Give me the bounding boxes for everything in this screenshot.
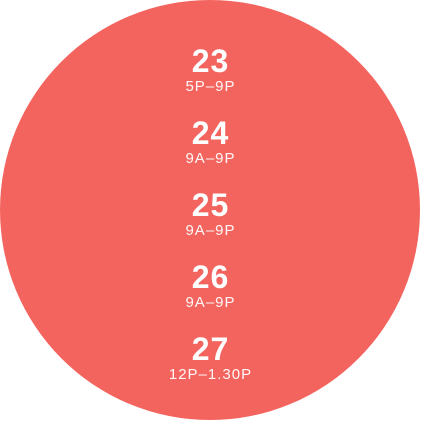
day-number: 23 bbox=[191, 43, 230, 79]
opening-hours: 9A–9P bbox=[185, 150, 236, 167]
schedule-entry: 27 12P–1.30P bbox=[169, 331, 252, 403]
opening-hours: 9A–9P bbox=[185, 222, 236, 239]
day-number: 24 bbox=[191, 115, 230, 151]
opening-hours: 12P–1.30P bbox=[168, 366, 253, 383]
day-number: 26 bbox=[191, 259, 230, 295]
opening-hours: 5P–9P bbox=[185, 78, 236, 95]
schedule-entry: 23 5P–9P bbox=[185, 43, 235, 115]
day-number: 27 bbox=[191, 331, 230, 367]
schedule-entry: 26 9A–9P bbox=[185, 259, 235, 331]
opening-hours: 9A–9P bbox=[185, 294, 236, 311]
schedule-entry: 25 9A–9P bbox=[185, 187, 235, 259]
schedule-list: 23 5P–9P 24 9A–9P 25 9A–9P 26 9A–9P 27 1… bbox=[0, 43, 421, 403]
day-number: 25 bbox=[191, 187, 230, 223]
schedule-entry: 24 9A–9P bbox=[185, 115, 235, 187]
